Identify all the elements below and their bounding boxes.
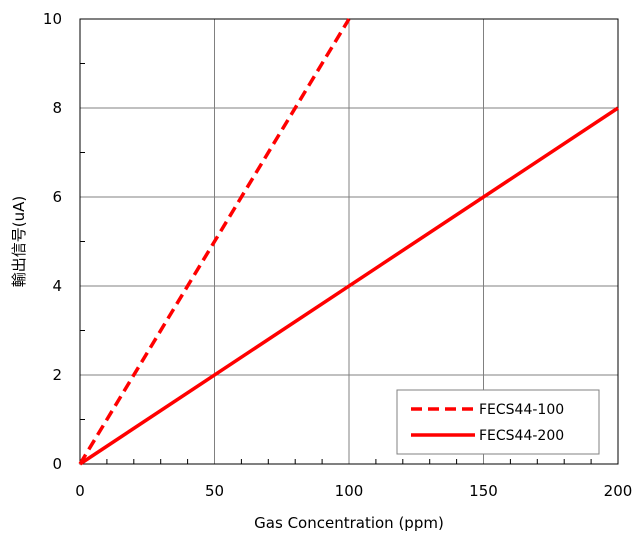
legend-label-2: FECS44-200 — [479, 428, 564, 444]
x-tick-label: 50 — [205, 482, 224, 500]
x-tick-label: 0 — [75, 482, 85, 500]
y-tick-labels: 0 2 4 6 8 10 — [43, 10, 62, 473]
x-tick-label: 200 — [604, 482, 633, 500]
minor-ticks — [80, 63, 592, 464]
y-tick-label: 10 — [43, 10, 62, 28]
series-line-1 — [78, 18, 351, 465]
legend: FECS44-100 FECS44-200 — [396, 389, 600, 455]
y-tick-label: 6 — [52, 188, 62, 206]
y-tick-label: 2 — [52, 366, 62, 384]
x-tick-labels: 0 50 100 150 200 — [75, 482, 632, 500]
y-axis-title: 輸出信号(uA) — [10, 196, 28, 287]
series-lines — [78, 18, 619, 466]
x-tick-label: 150 — [469, 482, 498, 500]
y-tick-label: 8 — [52, 99, 62, 117]
legend-label-1: FECS44-100 — [479, 402, 564, 418]
y-tick-label: 4 — [52, 277, 62, 295]
series-line-2 — [79, 106, 619, 466]
x-tick-label: 100 — [335, 482, 364, 500]
legend-box — [396, 389, 600, 455]
y-tick-label: 0 — [52, 455, 62, 473]
x-axis-title: Gas Concentration (ppm) — [254, 514, 444, 532]
